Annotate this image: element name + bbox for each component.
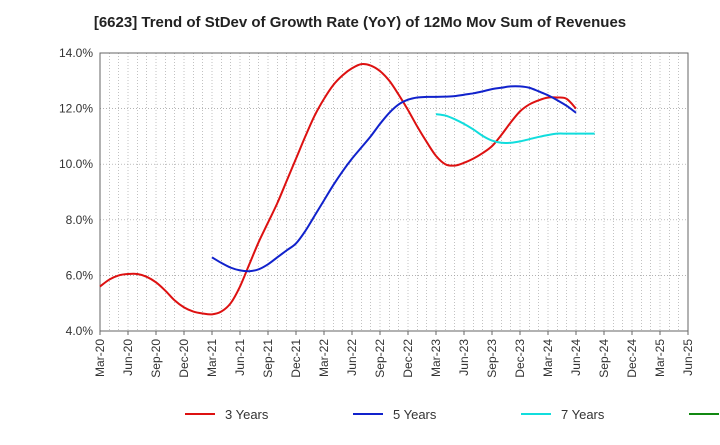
x-tick-label: Jun-25	[681, 339, 695, 376]
y-tick-label: 6.0%	[66, 268, 94, 282]
y-tick-label: 10.0%	[59, 157, 93, 171]
x-tick-label: Jun-21	[233, 339, 247, 376]
chart-title: [6623] Trend of StDev of Growth Rate (Yo…	[93, 14, 627, 31]
x-tick-label: Jun-22	[345, 339, 359, 376]
x-tick-label: Dec-21	[289, 339, 303, 378]
x-tick-label: Sep-20	[149, 339, 163, 378]
x-tick-label: Mar-20	[93, 339, 107, 377]
x-tick-label: Jun-20	[121, 339, 135, 376]
legend-label-7-years: 7 Years	[561, 407, 605, 422]
x-tick-label: Mar-23	[429, 339, 443, 377]
x-tick-label: Sep-22	[373, 339, 387, 378]
x-tick-label: Dec-23	[513, 339, 527, 378]
x-tick-label: Sep-21	[261, 339, 275, 378]
x-tick-label: Mar-25	[653, 339, 667, 377]
series-line-3-years	[99, 62, 577, 316]
legend-label-3-years: 3 Years	[225, 407, 269, 422]
x-tick-label: Mar-24	[541, 339, 555, 377]
x-tick-label: Dec-20	[177, 339, 191, 378]
x-tick-label: Mar-21	[205, 339, 219, 377]
series-line-7-years	[435, 113, 595, 145]
y-tick-label: 14.0%	[59, 46, 93, 60]
series-lines	[99, 62, 595, 316]
plot-frame	[99, 52, 689, 332]
y-tick-label: 4.0%	[66, 324, 94, 338]
legend-label-5-years: 5 Years	[393, 407, 437, 422]
x-tick-label: Dec-24	[625, 339, 639, 378]
grid-lines	[99, 52, 689, 332]
x-tick-label: Mar-22	[317, 339, 331, 377]
y-tick-label: 8.0%	[66, 213, 94, 227]
x-tick-label: Jun-23	[457, 339, 471, 376]
x-tick-label: Sep-23	[485, 339, 499, 378]
y-tick-label: 12.0%	[59, 102, 93, 116]
axes: 4.0% 6.0% 8.0% 10.0% 12.0% 14.0% Mar-20 Jun-20 S…	[59, 46, 695, 378]
x-tick-label: Sep-24	[597, 339, 611, 378]
series-line-5-years	[211, 85, 577, 273]
x-tick-label: Jun-24	[569, 339, 583, 376]
x-tick-label: Dec-22	[401, 339, 415, 378]
